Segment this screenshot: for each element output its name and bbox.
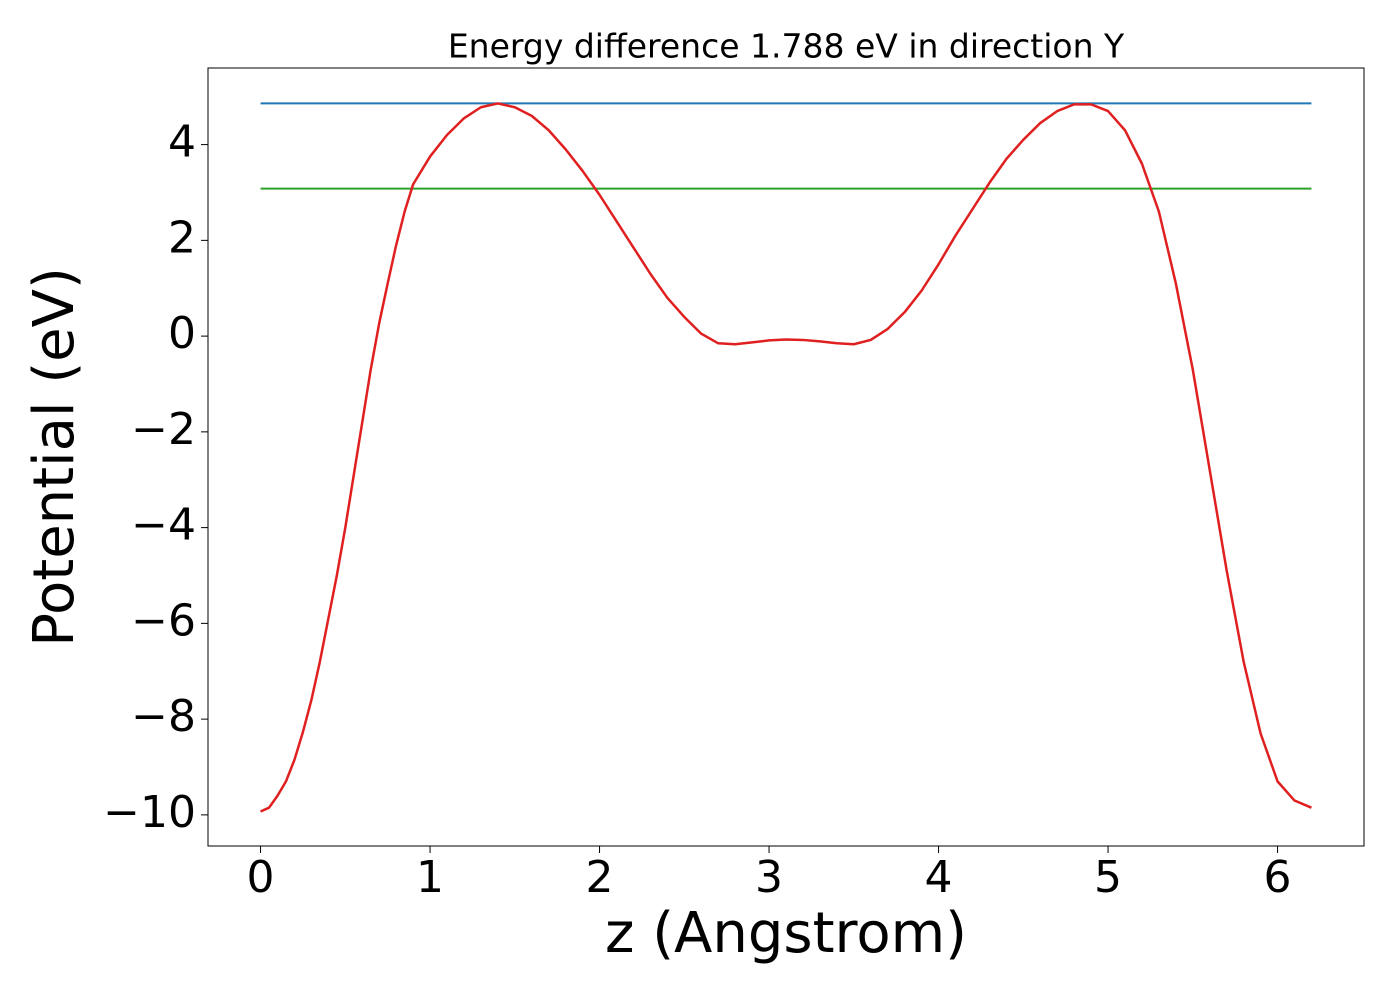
x-tick-label: 6: [1264, 852, 1292, 903]
series-line: [260, 102, 1312, 813]
y-tick-label: −6: [131, 595, 196, 646]
x-tick-label: 5: [1094, 852, 1122, 903]
chart-title: Energy difference 1.788 eV in direction …: [448, 27, 1125, 66]
y-tick-label: −2: [131, 404, 196, 455]
y-tick-label: 0: [168, 308, 196, 359]
y-tick-label: −4: [131, 500, 196, 551]
y-tick-label: 2: [168, 212, 196, 263]
y-axis-label: Potential (eV): [22, 267, 87, 647]
x-axis-label: z (Angstrom): [605, 901, 967, 966]
y-tick-label: 4: [168, 117, 196, 168]
plot-frame: [207, 67, 1365, 847]
x-tick-label: 0: [247, 852, 275, 903]
y-tick-label: −8: [131, 691, 196, 742]
x-tick-label: 4: [925, 852, 953, 903]
x-tick-label: 1: [416, 852, 444, 903]
x-tick-label: 2: [586, 852, 614, 903]
y-tick-label: −10: [103, 787, 196, 838]
x-tick-label: 3: [755, 852, 783, 903]
